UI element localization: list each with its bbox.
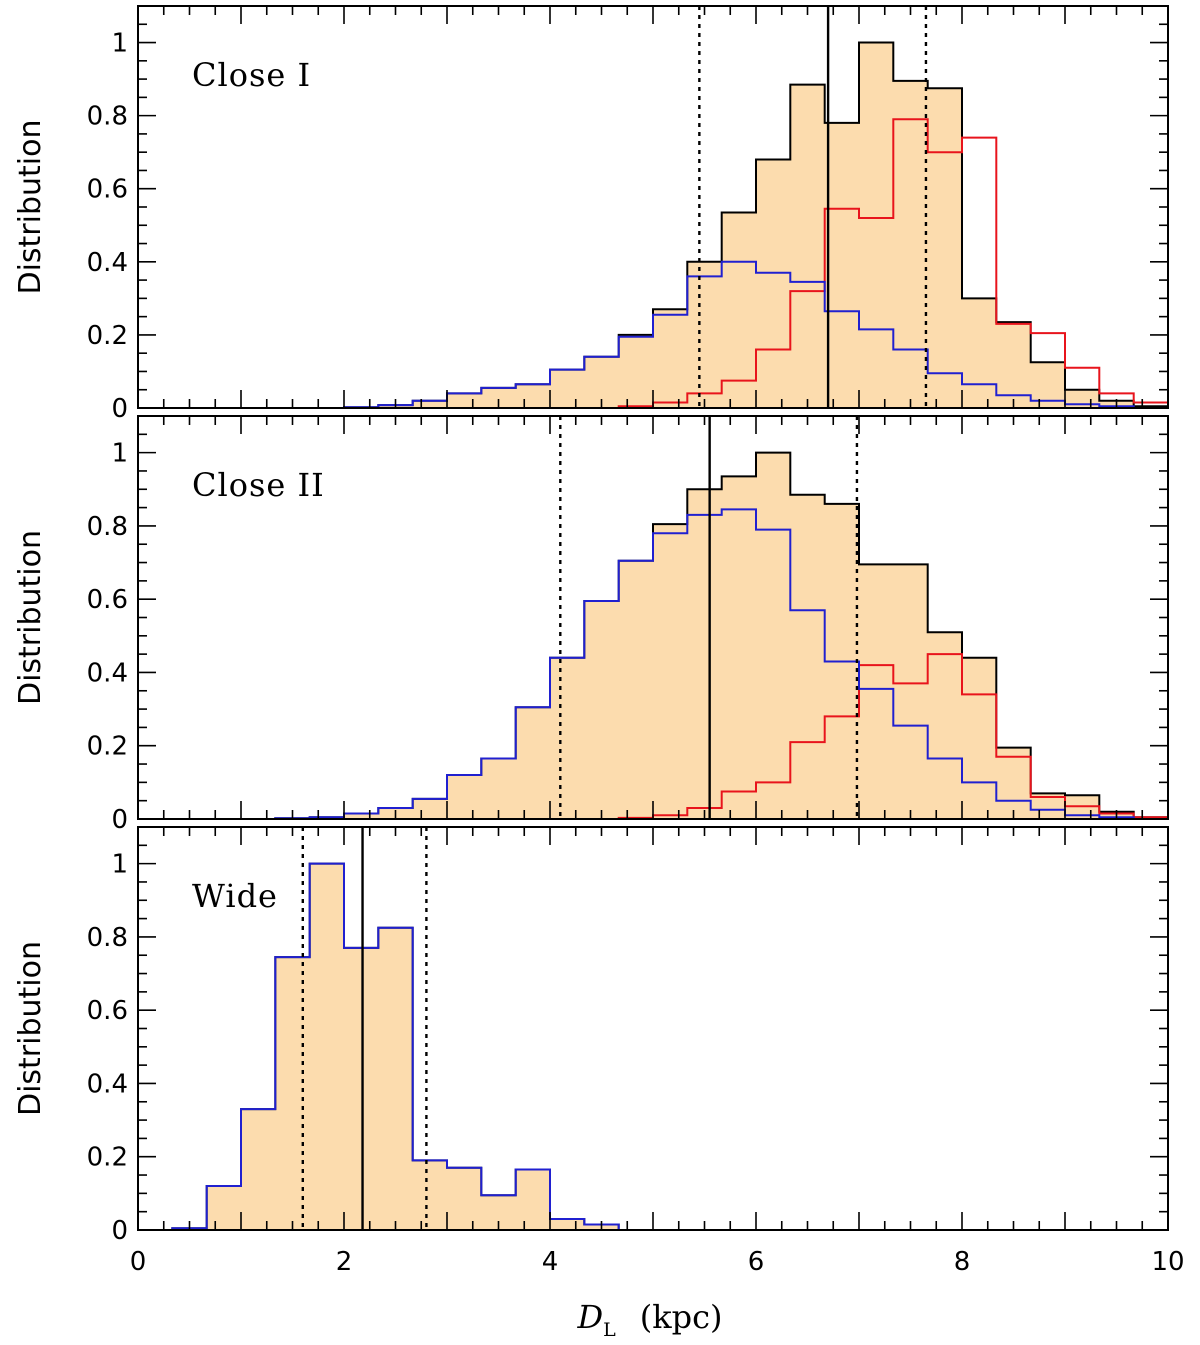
y-axis-label: Distribution [13, 941, 48, 1116]
y-tick-label: 0.6 [87, 175, 128, 205]
histogram-line-blue [138, 508, 1168, 820]
x-tick-label: 10 [1151, 1247, 1184, 1277]
y-tick-label: 1 [111, 850, 128, 880]
y-tick-label: 0.4 [87, 248, 128, 278]
y-tick-label: 0.4 [87, 1069, 128, 1099]
x-tick-label: 0 [130, 1247, 147, 1277]
panels-root: 0 0.2 0.4 0.6 0.8 1 Distribution Close I 0 0.2 0.4… [13, 5, 1169, 1246]
y-tick-label: 0.8 [87, 512, 128, 542]
panel-label: Close I [192, 56, 311, 94]
y-tick-label: 0 [111, 394, 128, 424]
histogram-line-blue [138, 260, 1168, 409]
histogram-fill [138, 452, 1168, 819]
y-tick-label: 0.8 [87, 102, 128, 132]
y-tick-label: 1 [111, 29, 128, 59]
y-axis-label: Distribution [13, 530, 48, 705]
y-tick-label: 0 [111, 1216, 128, 1246]
x-axis-label: DL (kpc) [576, 1298, 722, 1341]
y-tick-label: 0 [111, 805, 128, 835]
x-axis-label-subscript: L [603, 1319, 616, 1341]
x-tick-label: 4 [542, 1247, 559, 1277]
panel-label: Close II [192, 466, 325, 504]
y-tick-label: 0.2 [87, 1143, 128, 1173]
y-tick-label: 0.2 [87, 732, 128, 762]
y-tick-label: 0.2 [87, 321, 128, 351]
histogram-fill [138, 42, 1168, 408]
y-tick-label: 0.6 [87, 585, 128, 615]
y-tick-label: 0.8 [87, 923, 128, 953]
y-axis-label: Distribution [13, 119, 48, 294]
x-axis-label-unit: (kpc) [640, 1298, 723, 1336]
x-axis-label-symbol: D [576, 1298, 603, 1336]
panel-3: 0 0.2 0.4 0.6 0.8 1 Distribution Wide [13, 826, 1169, 1246]
panel-2: 0 0.2 0.4 0.6 0.8 1 Distribution Close II [13, 415, 1169, 835]
x-tick-label: 8 [954, 1247, 971, 1277]
x-tick-label: 6 [748, 1247, 765, 1277]
x-axis: 0 2 4 6 8 10 [130, 1247, 1185, 1277]
panel-1: 0 0.2 0.4 0.6 0.8 1 Distribution Close I [13, 5, 1169, 424]
x-tick-label: 2 [336, 1247, 353, 1277]
panel-label: Wide [192, 877, 278, 915]
y-tick-label: 1 [111, 439, 128, 469]
histogram-fill [138, 863, 1168, 1230]
y-tick-label: 0.6 [87, 996, 128, 1026]
y-tick-label: 0.4 [87, 658, 128, 688]
